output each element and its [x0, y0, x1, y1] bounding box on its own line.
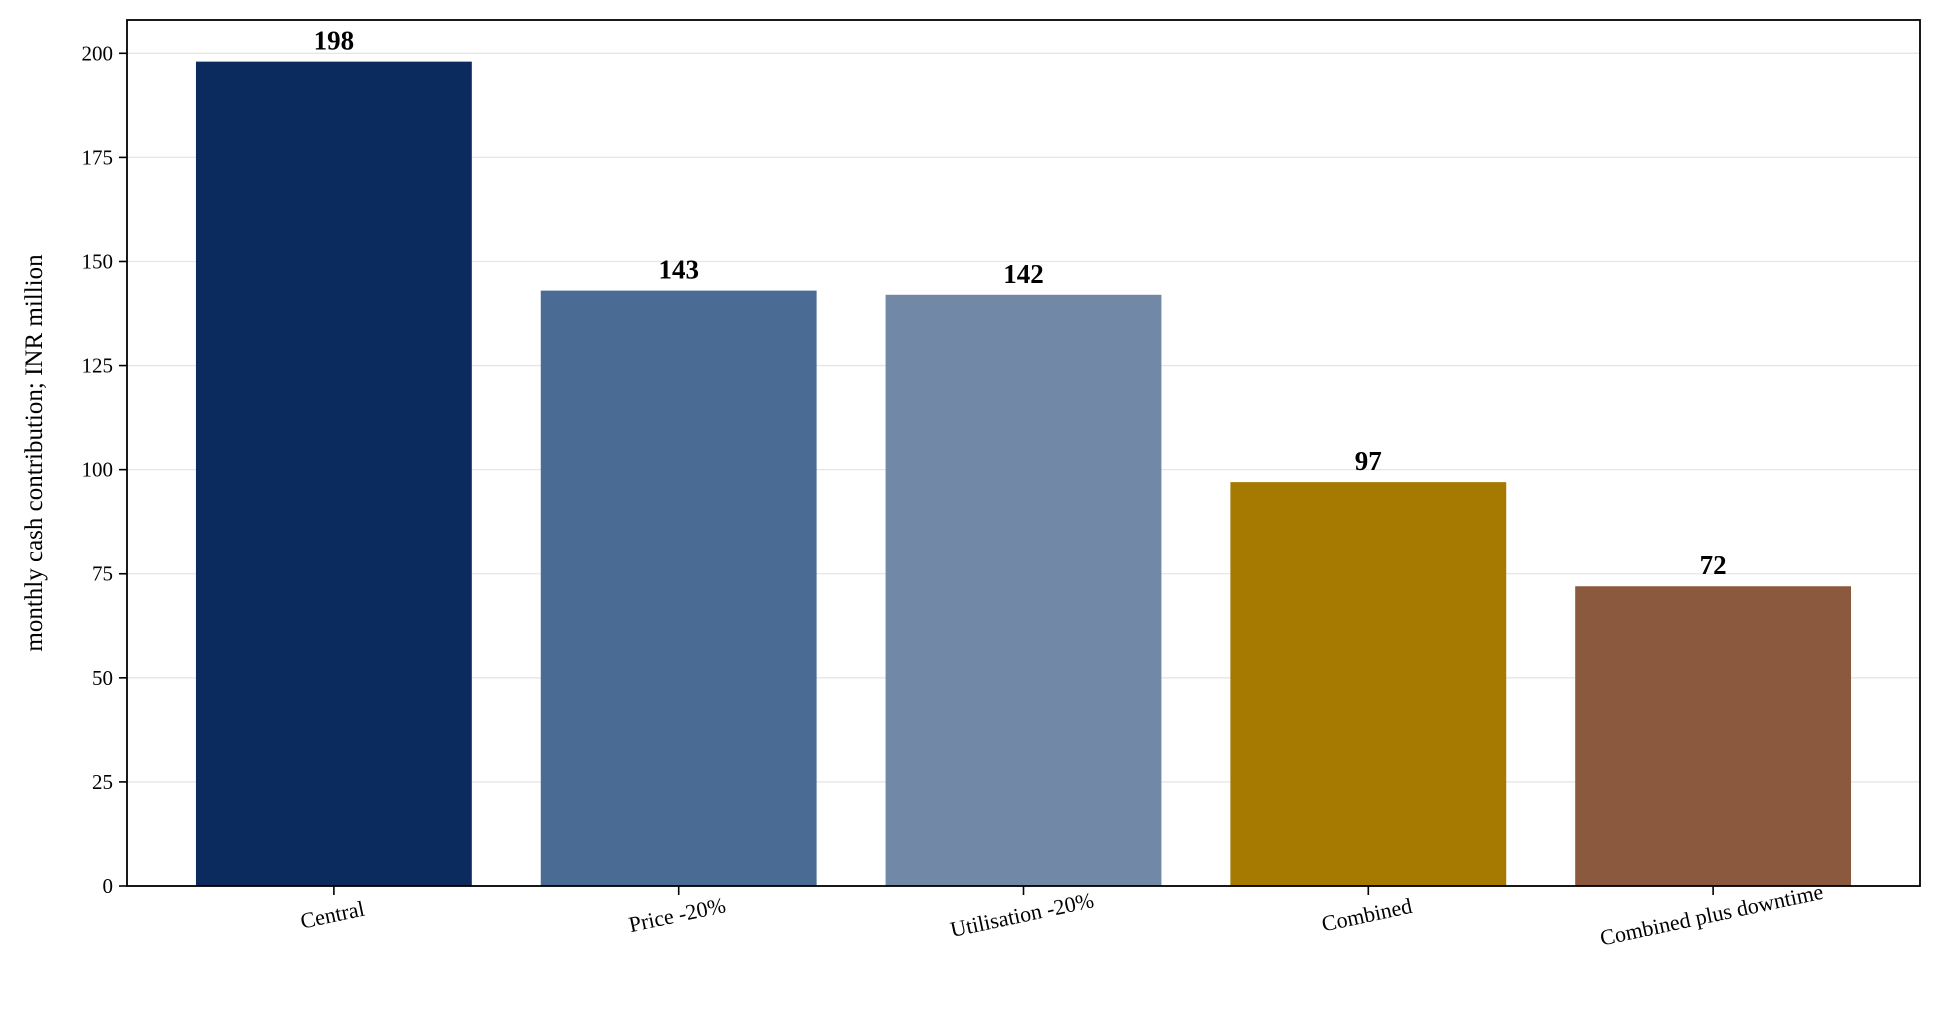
- x-category-label: Utilisation -20%: [948, 887, 1096, 942]
- bar-value-label: 198: [314, 26, 355, 56]
- x-category-label: Combined: [1319, 893, 1414, 937]
- x-category-label: Combined plus downtime: [1598, 879, 1826, 951]
- bar-value-label: 97: [1355, 446, 1382, 476]
- y-tick-label: 150: [82, 249, 114, 273]
- bar-value-label: 72: [1700, 550, 1727, 580]
- bar-value-label: 142: [1003, 259, 1044, 289]
- bars: [195, 61, 1852, 886]
- y-tick-label: 200: [82, 41, 114, 65]
- bar: [195, 61, 472, 886]
- x-category-label: Central: [298, 896, 367, 934]
- x-category-label: Price -20%: [626, 892, 727, 937]
- y-tick-label: 0: [103, 874, 114, 898]
- bar: [1575, 586, 1852, 886]
- y-axis: 0 25 50 75 100 125 150 175 200: [82, 41, 127, 898]
- bar-value-label: 143: [658, 255, 699, 285]
- x-axis: Central Price -20% Utilisation -20% Combine…: [298, 879, 1825, 951]
- y-tick-label: 175: [82, 145, 114, 169]
- y-tick-label: 50: [92, 666, 113, 690]
- y-axis-title: monthly cash contribution; INR million: [21, 254, 48, 652]
- y-tick-label: 100: [82, 458, 114, 482]
- bar: [885, 294, 1162, 886]
- y-tick-label: 25: [92, 770, 113, 794]
- bar: [1230, 482, 1507, 886]
- y-tick-label: 125: [82, 354, 114, 378]
- bar: [540, 290, 817, 886]
- value-labels: 198 143 142 97 72: [314, 26, 1727, 581]
- y-tick-label: 75: [92, 562, 113, 586]
